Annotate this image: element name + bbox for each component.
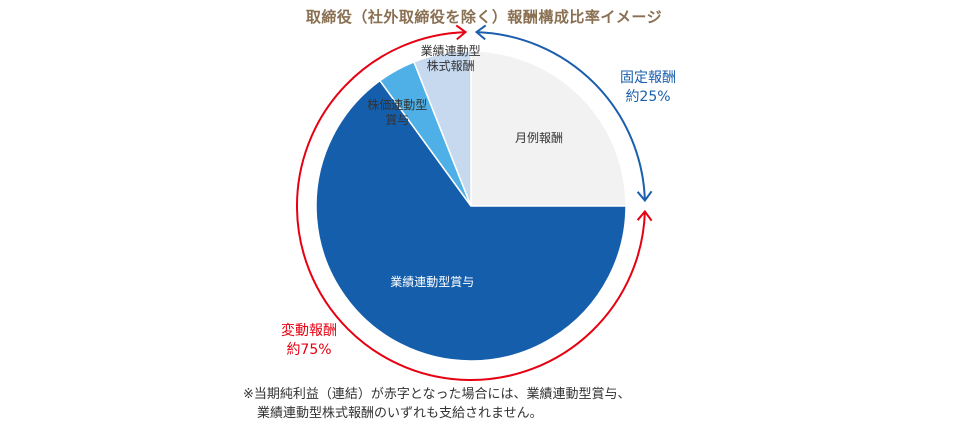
slice-label-3: 株価連動型賞与: [367, 97, 427, 127]
slice-label-1: 月例報酬: [515, 131, 563, 145]
footnote-line-2: 業績連動型株式報酬のいずれも支給されません。: [257, 406, 543, 421]
pie-slice-4: [412, 50, 472, 207]
footnote-line-1: ※当期純利益（連結）が赤字となった場合には、業績連動型賞与、: [243, 387, 631, 402]
pie-slice-2: [315, 79, 627, 362]
chart-title: 取締役（社外取締役を除く）報酬構成比率イメージ: [305, 8, 663, 26]
variable-compensation-label: 変動報酬約75%: [281, 322, 337, 358]
pie-slice-1: [470, 50, 627, 207]
slice-label-4: 業績連動型株式報酬: [421, 44, 481, 73]
footnote: ※当期純利益（連結）が赤字となった場合には、業績連動型賞与、 業績連動型株式報酬…: [243, 385, 631, 423]
fixed-compensation-label: 固定報酬約25%: [620, 70, 676, 105]
slice-label-2: 業績連動型賞与: [390, 275, 474, 289]
fixed-compensation-arc: [474, 24, 653, 203]
variable-compensation-arc: [296, 24, 653, 381]
